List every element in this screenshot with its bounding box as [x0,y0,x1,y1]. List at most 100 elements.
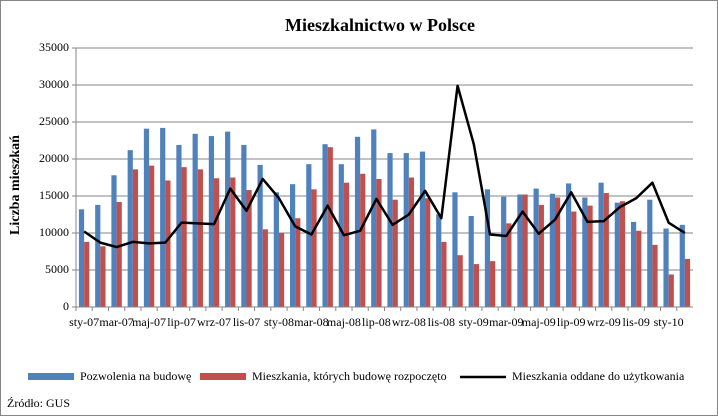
legend-label: Mieszkania, których budowę rozpoczęto [252,369,447,383]
bar [306,164,312,307]
y-tick-label: 5000 [45,262,69,276]
bar [278,233,285,307]
x-tick-label: sty-08 [264,315,294,329]
bar [143,128,150,307]
bar [165,180,171,307]
bar [603,193,609,307]
bar [149,165,155,307]
y-tick-label: 15000 [39,188,69,202]
bar [554,197,561,307]
x-tick-label: wrz-07 [197,315,231,329]
bar [246,190,252,307]
bar [452,192,458,307]
bar [403,153,409,307]
bar [522,194,528,307]
bar [116,201,122,307]
x-tick-label: sty-09 [459,315,489,329]
chart-title: Mieszkalnictwo w Polsce [285,15,475,35]
y-tick-label: 0 [63,299,69,313]
bar [484,189,491,307]
bar [663,228,669,307]
bar [538,204,544,307]
bar [419,151,426,307]
y-tick-label: 35000 [39,40,69,54]
bar [327,147,333,307]
x-tick-label: wrz-08 [392,315,426,329]
bar [630,221,637,307]
x-tick-label: lis-07 [233,315,260,329]
bar [273,192,279,307]
x-tick-label: mar-07 [99,315,133,329]
bar [192,133,198,307]
bar [78,209,85,307]
bar [679,224,685,307]
bar [371,129,377,307]
bar [230,177,236,307]
bar [652,244,658,307]
bar [322,144,328,307]
bar [468,215,474,307]
x-tick-label: maj-08 [327,315,361,329]
bar [436,214,442,307]
bar [587,205,593,307]
x-tick-label: lip-08 [362,315,391,329]
x-tick-label: lis-09 [622,315,649,329]
bar [473,264,479,307]
bar [132,169,139,307]
x-tick-label: lip-07 [167,315,196,329]
bar [425,198,431,307]
y-tick-label: 20000 [39,151,69,165]
bar [290,184,296,307]
bar [457,255,463,307]
legend-label: Pozwolenia na budowę [80,369,191,383]
bar [95,204,101,307]
bar [257,164,263,307]
bar [619,201,626,307]
bar [181,167,187,307]
bar [111,175,117,307]
y-axis-label: Liczba mieszkań [8,135,23,235]
bar [647,199,653,307]
x-tick-label: wrz-09 [587,315,621,329]
bar [392,199,398,307]
bar [566,183,572,307]
bar [533,188,539,307]
bar [262,229,268,307]
x-tick-label: lip-09 [557,315,586,329]
bar [354,136,361,307]
x-tick-label: maj-09 [522,315,556,329]
y-tick-label: 25000 [39,114,69,128]
bar [582,197,588,307]
bar [598,182,604,307]
bar [360,173,366,307]
bar [490,261,496,307]
source-note: Źródło: GUS [7,396,70,410]
x-tick-label: mar-08 [294,315,328,329]
legend-label: Mieszkania oddane do użytkowania [512,369,685,383]
bar [408,177,415,307]
x-tick-label: lis-08 [428,315,455,329]
bar [387,153,393,307]
bar [100,246,106,307]
bar [338,164,344,307]
bar [343,182,350,307]
bar [517,194,523,307]
bar [208,136,215,307]
x-tick-label: sty-10 [654,315,684,329]
bar [311,189,317,307]
x-tick-label: sty-07 [69,315,99,329]
line [83,84,686,249]
bar [214,178,220,307]
bar [241,144,247,307]
x-tick-label: mar-09 [489,315,523,329]
legend-swatch [200,373,246,380]
bar [571,211,577,307]
bar [636,230,642,307]
bar [127,150,133,307]
bar [441,241,447,307]
bar [614,202,620,307]
bar [501,196,507,307]
legend-swatch [28,373,74,380]
bar [84,241,90,307]
bar [549,193,555,307]
